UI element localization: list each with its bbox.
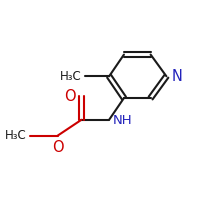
Text: H₃C: H₃C — [60, 70, 82, 83]
Text: O: O — [64, 89, 76, 104]
Text: O: O — [52, 140, 64, 155]
Text: H₃C: H₃C — [5, 129, 27, 142]
Text: NH: NH — [113, 114, 132, 127]
Text: N: N — [171, 69, 182, 84]
